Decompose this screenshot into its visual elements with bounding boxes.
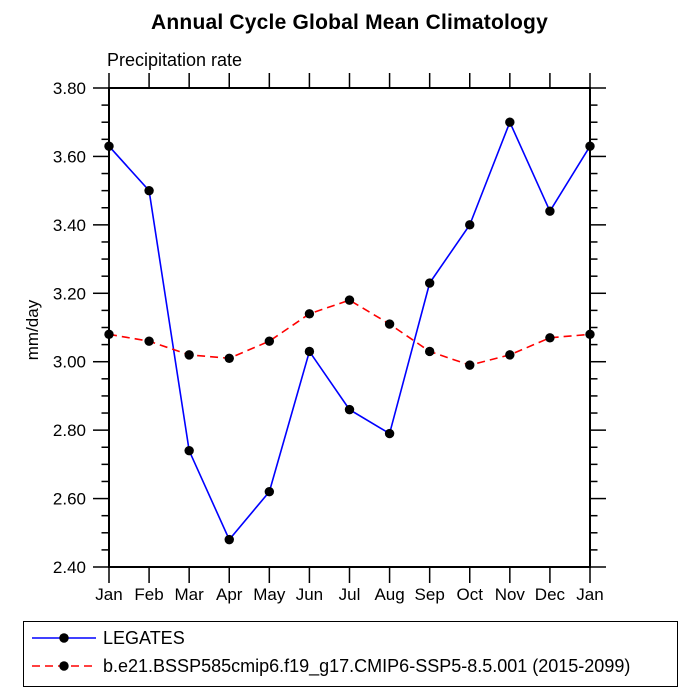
x-tick-label: Nov <box>495 585 526 604</box>
y-tick-label: 3.60 <box>53 147 86 166</box>
series-line-legates <box>108 120 591 542</box>
data-point-legates <box>264 487 275 497</box>
legend: LEGATES b.e21.BSSP585cmip6.f19_g17.CMIP6… <box>23 621 678 687</box>
chart-subtitle: Precipitation rate <box>107 50 243 70</box>
legend-label-model: b.e21.BSSP585cmip6.f19_g17.CMIP6-SSP5-8.… <box>103 655 631 676</box>
x-tick-label: May <box>253 585 286 604</box>
data-point-legates <box>545 206 555 216</box>
data-point-model <box>424 346 435 357</box>
data-point-model <box>224 353 234 363</box>
series-line-model <box>108 299 591 366</box>
y-tick-label: 2.60 <box>53 490 86 509</box>
data-point-legates <box>104 141 114 151</box>
x-tick-label: Oct <box>457 585 484 604</box>
legend-label-legates: LEGATES <box>103 627 185 648</box>
x-tick-label: Mar <box>175 585 205 604</box>
legend-sample-marker-icon <box>59 661 69 671</box>
data-point-model <box>585 329 595 340</box>
legend-sample-solid <box>32 633 96 643</box>
legend-sample-marker-icon <box>59 633 69 643</box>
x-tick-label: Jan <box>576 585 603 604</box>
y-tick-label: 3.80 <box>53 79 86 98</box>
data-point-model <box>384 319 395 329</box>
x-tick-label: Apr <box>216 585 243 604</box>
x-tick-label: Jul <box>339 585 361 604</box>
y-tick-label: 3.40 <box>53 216 86 235</box>
data-point-legates <box>505 117 515 127</box>
data-point-model <box>545 333 555 343</box>
data-point-legates <box>304 346 315 357</box>
data-point-model <box>104 329 114 340</box>
data-point-model <box>144 336 154 346</box>
data-point-legates <box>465 220 475 230</box>
legend-entry-model: b.e21.BSSP585cmip6.f19_g17.CMIP6-SSP5-8.… <box>29 652 677 680</box>
legend-entry-legates: LEGATES <box>29 624 677 652</box>
plot-box <box>108 87 591 568</box>
legend-sample-dashed <box>32 661 96 671</box>
y-tick-label: 2.40 <box>53 558 86 577</box>
data-point-model <box>344 295 355 305</box>
data-point-legates <box>384 428 395 439</box>
y-tick-label: 3.20 <box>53 284 86 303</box>
data-point-model <box>465 360 475 370</box>
chart-title: Annual Cycle Global Mean Climatology <box>151 11 548 34</box>
x-tick-label: Jan <box>95 585 122 604</box>
x-tick-label: Sep <box>415 585 445 604</box>
x-tick-label: Dec <box>535 585 566 604</box>
x-tick-label: Jun <box>296 585 323 604</box>
data-point-legates <box>424 278 435 288</box>
data-point-model <box>184 350 194 360</box>
data-point-legates <box>184 445 194 456</box>
data-point-model <box>505 350 515 360</box>
data-point-model <box>304 309 315 319</box>
data-point-legates <box>144 185 154 196</box>
data-point-legates <box>224 534 234 545</box>
data-point-model <box>264 336 275 346</box>
y-tick-label: 2.80 <box>53 421 86 440</box>
x-tick-label: Aug <box>374 585 404 604</box>
data-point-legates <box>585 141 595 151</box>
x-tick-label: Feb <box>134 585 163 604</box>
y-tick-label: 3.00 <box>53 353 86 372</box>
data-point-legates <box>344 404 355 415</box>
